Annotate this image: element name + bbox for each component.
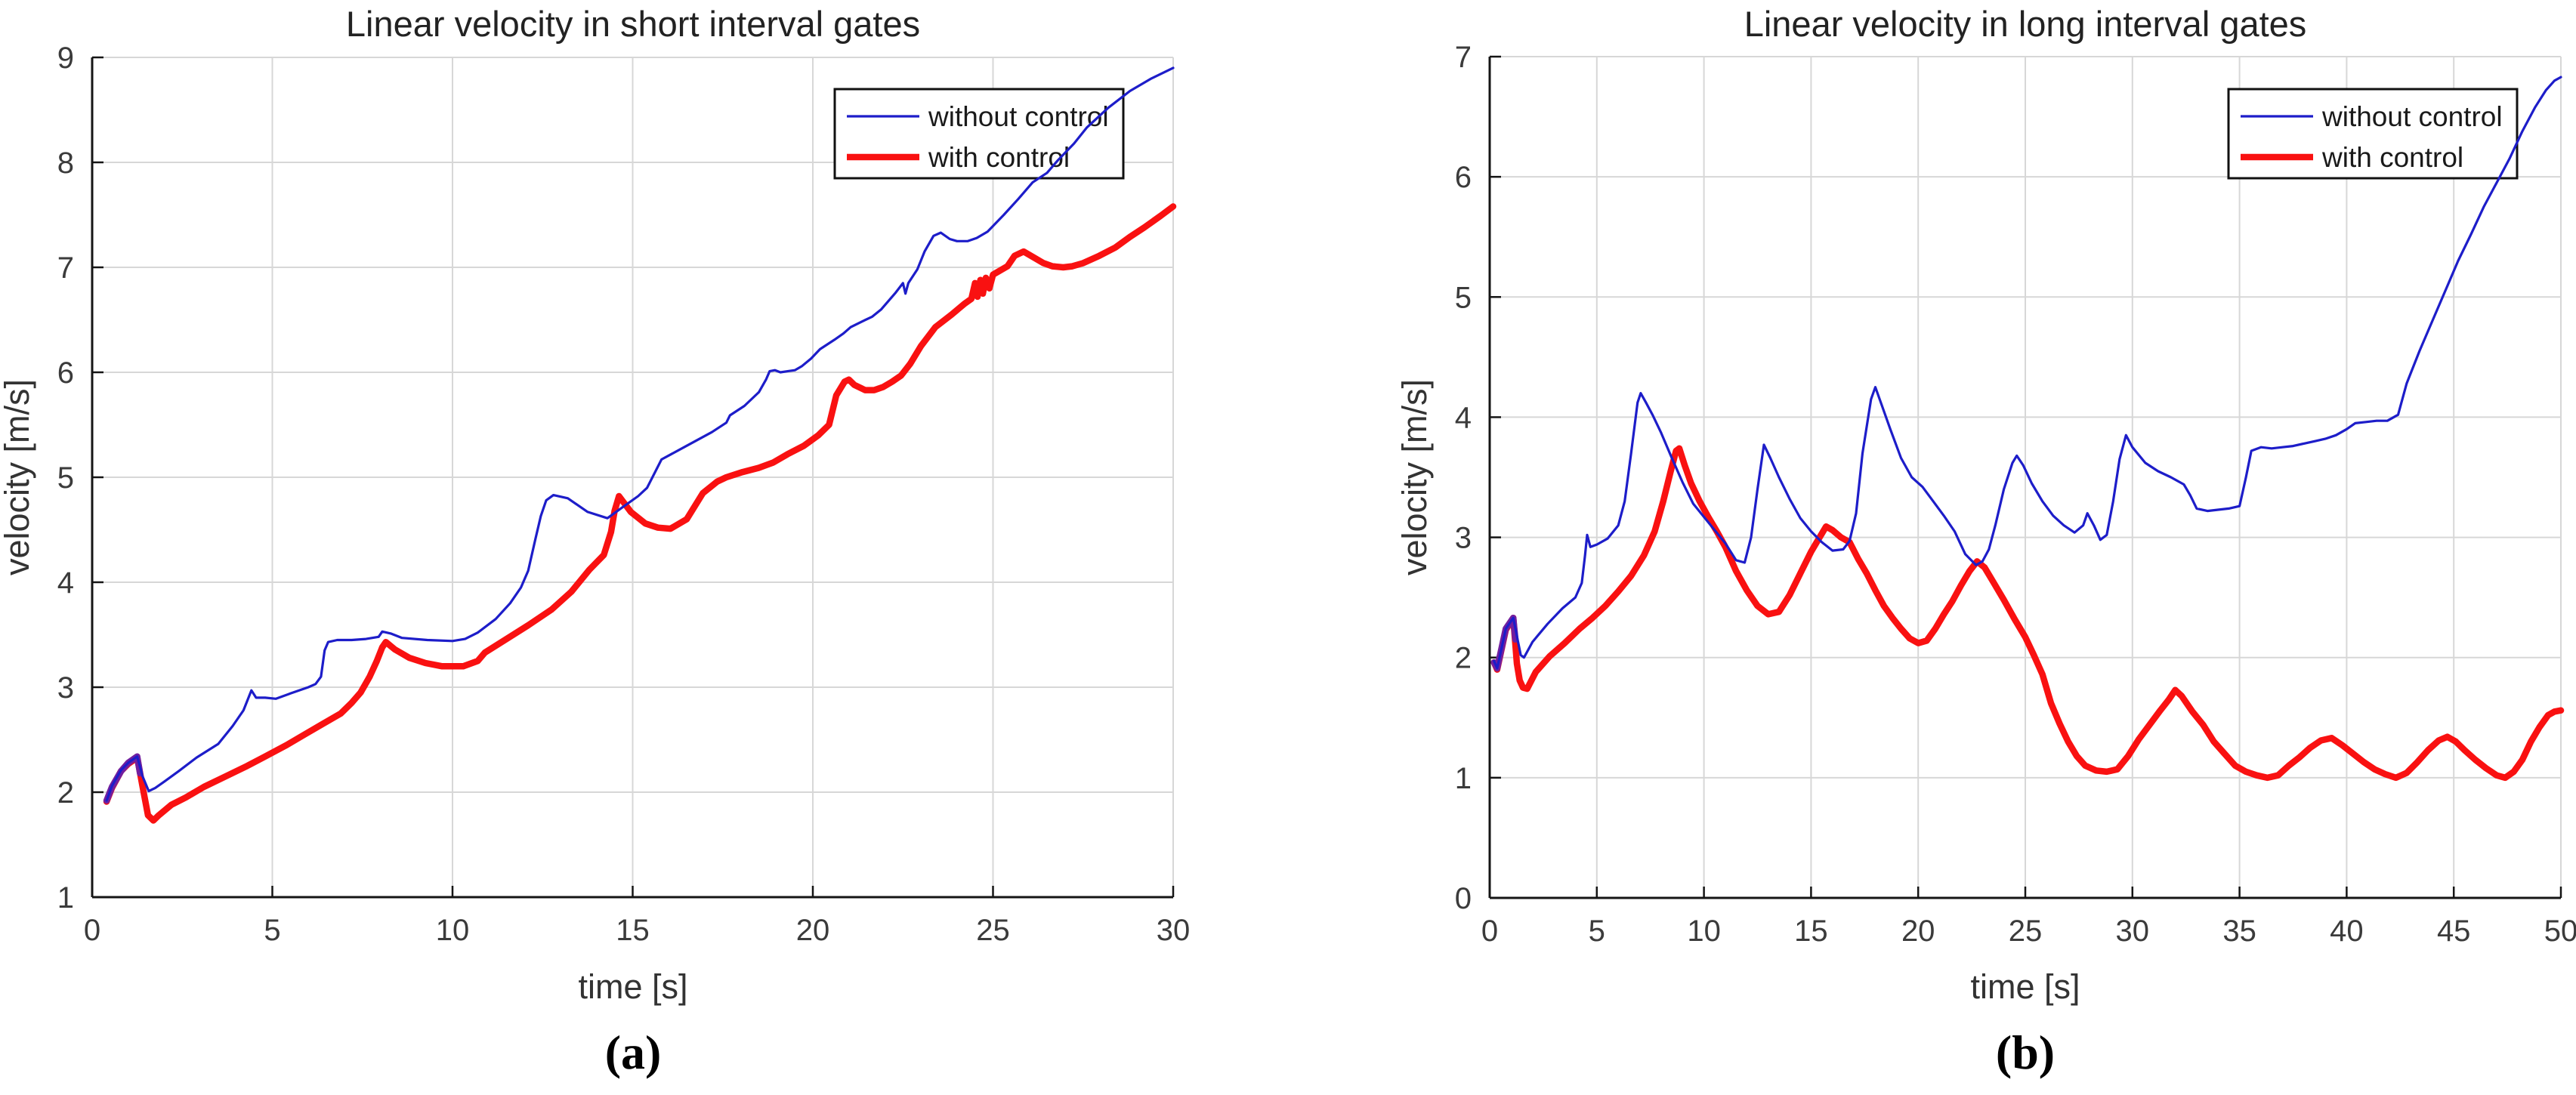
x-tick-label: 10: [1687, 915, 1721, 948]
chart-title-b: Linear velocity in long interval gates: [1744, 4, 2307, 44]
x-tick-label: 40: [2330, 915, 2364, 948]
x-tick-label: 25: [2009, 915, 2043, 948]
legend-layer-a: without control with control: [833, 88, 1125, 180]
panel-caption-b: (b): [1996, 1026, 2055, 1079]
y-tick-label: 1: [1455, 762, 1472, 795]
x-tick-label: 35: [2222, 915, 2256, 948]
legend-label: without control: [2321, 101, 2503, 132]
x-tick-label: 50: [2544, 915, 2576, 948]
panel-a: 0 5 10 15 20 25 30 1 2 3 4 5 6 7 8 9 without control wit…: [0, 4, 1191, 1079]
legend-layer-b: without control with control: [2227, 88, 2519, 180]
axis-layer-a: 0 5 10 15 20 25 30 1 2 3 4 5 6 7 8 9: [57, 42, 1191, 947]
x-tick-label: 5: [264, 914, 280, 947]
legend-box: [2227, 88, 2519, 180]
panel-caption-a: (a): [605, 1026, 662, 1079]
y-tick-label: 5: [1455, 281, 1472, 314]
curve-with-control-a: [103, 203, 1177, 824]
curve-without-control-a: [105, 66, 1175, 802]
x-tick-label: 0: [84, 914, 100, 947]
x-axis-label-b: time [s]: [1970, 967, 2080, 1006]
x-tick-label: 45: [2437, 915, 2471, 948]
chart-title-a: Linear velocity in short interval gates: [346, 4, 920, 44]
y-tick-label: 3: [1455, 522, 1472, 555]
legend-label: with control: [2321, 142, 2463, 173]
y-tick-label: 5: [57, 461, 74, 495]
y-tick-label: 6: [57, 356, 74, 390]
x-tick-label: 15: [616, 914, 650, 947]
y-tick-label: 3: [57, 671, 74, 705]
curve-without-control-b: [1493, 76, 2562, 670]
y-tick-label: 7: [57, 251, 74, 285]
legend-label: without control: [928, 101, 1109, 132]
y-axis-label-b: velocity [m/s]: [1395, 379, 1434, 575]
x-tick-label: 20: [796, 914, 830, 947]
panel-b: 0 5 10 15 20 25 30 35 40 45 50 0 1 2 3 4 5 6 7 without con…: [1288, 0, 2576, 1095]
legend-box: [833, 88, 1125, 180]
y-tick-label: 2: [1455, 642, 1472, 675]
grid-layer-b: [1489, 56, 2562, 899]
x-tick-label: 20: [1901, 915, 1935, 948]
x-tick-label: 15: [1794, 915, 1828, 948]
x-tick-label: 25: [976, 914, 1010, 947]
y-tick-label: 0: [1455, 882, 1472, 915]
y-tick-label: 2: [57, 776, 74, 810]
y-tick-label: 8: [57, 147, 74, 180]
x-tick-label: 10: [436, 914, 470, 947]
x-tick-label: 30: [2116, 915, 2150, 948]
x-tick-label: 30: [1157, 914, 1191, 947]
y-tick-label: 4: [57, 566, 74, 600]
curve-layer-a: [103, 66, 1177, 824]
y-axis-label-a: velocity [m/s]: [0, 379, 36, 575]
x-tick-label: 5: [1589, 915, 1605, 948]
y-tick-label: 7: [1455, 41, 1472, 74]
curve-layer-b: [1490, 76, 2565, 782]
grid-layer-a: [91, 57, 1174, 898]
y-tick-label: 9: [57, 42, 74, 75]
curve-with-control-b: [1490, 445, 2565, 782]
x-tick-label: 0: [1481, 915, 1498, 948]
y-tick-label: 6: [1455, 161, 1472, 194]
y-tick-label: 1: [57, 881, 74, 915]
legend-label: with control: [928, 142, 1070, 173]
x-axis-label-a: time [s]: [578, 967, 687, 1006]
y-tick-label: 4: [1455, 401, 1472, 434]
